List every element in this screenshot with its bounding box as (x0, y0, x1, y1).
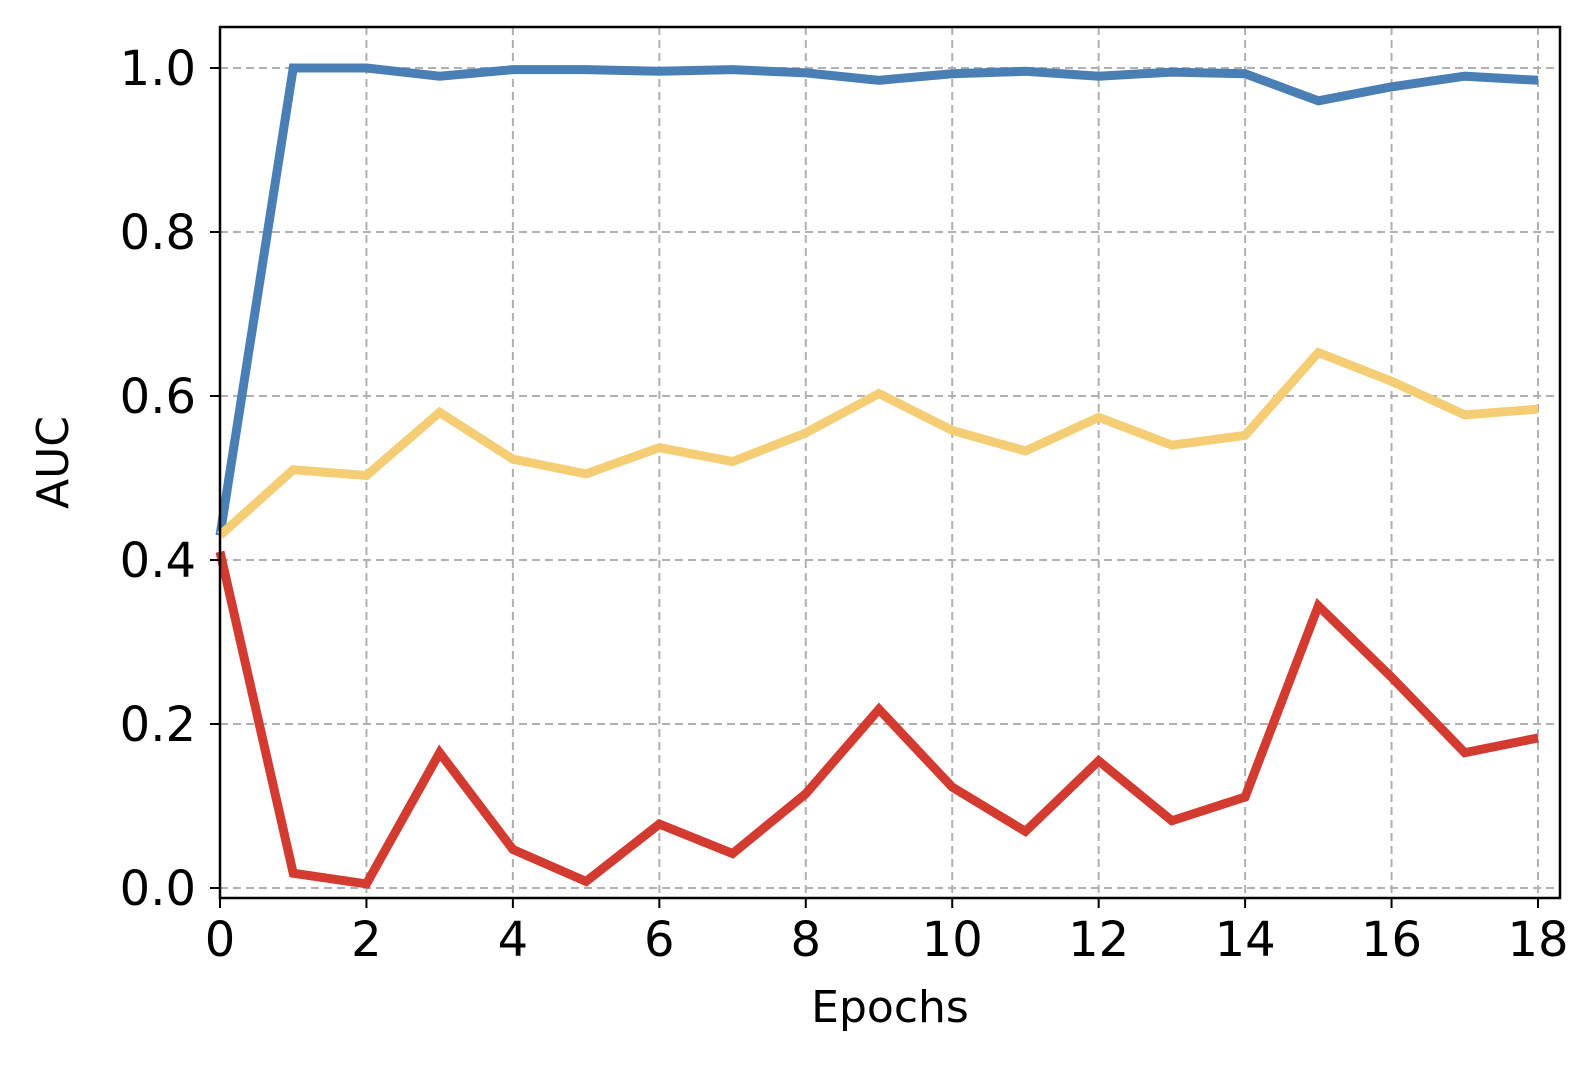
y-tick-label: 0.8 (120, 205, 196, 261)
y-tick-label: 0.6 (120, 369, 196, 425)
y-tick-label: 0.2 (120, 697, 196, 753)
x-tick-label: 14 (1215, 912, 1276, 968)
x-tick-label: 12 (1068, 912, 1129, 968)
x-tick-label: 2 (351, 912, 382, 968)
y-tick-label: 1.0 (120, 41, 196, 97)
y-tick-label: 0.4 (120, 533, 196, 589)
x-tick-label: 16 (1361, 912, 1422, 968)
series-line-3 (215, 550, 1539, 889)
plot-frame (218, 25, 1562, 900)
x-tick-label: 6 (644, 912, 675, 968)
x-tick-label: 4 (498, 912, 529, 968)
x-axis-title: Epochs (811, 982, 969, 1033)
x-tick-label: 8 (791, 912, 822, 968)
y-tick-label: 0.0 (120, 861, 196, 917)
series-line-2 (216, 347, 1539, 539)
x-tick-label: 18 (1507, 912, 1568, 968)
series-line-1 (215, 63, 1539, 537)
grid (219, 27, 1560, 898)
x-tick-label: 0 (205, 912, 236, 968)
y-axis-title: AUC (28, 416, 79, 509)
x-tick-label: 10 (922, 912, 983, 968)
series-lines (215, 63, 1539, 889)
axis-ticks: 0 2 4 6 8 10 12 14 16 18 0.0 0.2 0.4 0.6 0.8 1.0 (120, 41, 1569, 968)
